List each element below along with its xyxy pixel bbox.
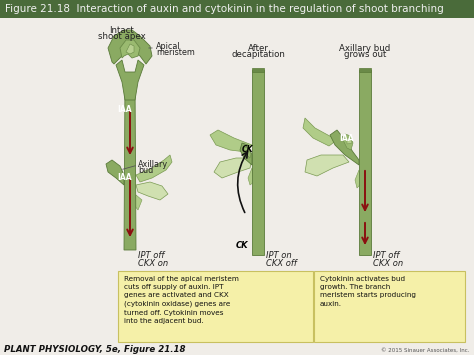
Text: After: After bbox=[247, 44, 268, 53]
Text: IAA: IAA bbox=[117, 105, 132, 114]
Polygon shape bbox=[359, 68, 371, 72]
Polygon shape bbox=[252, 70, 264, 255]
Text: shoot apex: shoot apex bbox=[98, 32, 146, 41]
Polygon shape bbox=[136, 155, 172, 182]
Polygon shape bbox=[330, 130, 359, 165]
Polygon shape bbox=[116, 60, 144, 100]
Text: CK: CK bbox=[236, 241, 249, 250]
Text: Cytokinin activates bud
growth. The branch
meristem starts producing
auxin.: Cytokinin activates bud growth. The bran… bbox=[320, 276, 416, 307]
Text: Intact: Intact bbox=[109, 26, 134, 35]
Text: CKX on: CKX on bbox=[138, 259, 168, 268]
FancyBboxPatch shape bbox=[315, 271, 465, 342]
Text: Figure 21.18  Interaction of auxin and cytokinin in the regulation of shoot bran: Figure 21.18 Interaction of auxin and cy… bbox=[5, 4, 444, 14]
Text: IPT off: IPT off bbox=[373, 251, 400, 260]
Polygon shape bbox=[124, 80, 136, 250]
Polygon shape bbox=[106, 160, 124, 185]
Text: Apical: Apical bbox=[156, 42, 181, 51]
Polygon shape bbox=[244, 147, 251, 158]
Polygon shape bbox=[136, 182, 168, 200]
Polygon shape bbox=[210, 130, 252, 152]
Text: PLANT PHYSIOLOGY, 5e, Figure 21.18: PLANT PHYSIOLOGY, 5e, Figure 21.18 bbox=[4, 345, 185, 354]
Polygon shape bbox=[305, 155, 349, 176]
Text: grows out: grows out bbox=[344, 50, 386, 59]
Polygon shape bbox=[248, 168, 254, 185]
Text: Axillary bud: Axillary bud bbox=[339, 44, 391, 53]
Polygon shape bbox=[126, 44, 134, 54]
Text: Removal of the apical meristem
cuts off supply of auxin. IPT
genes are activated: Removal of the apical meristem cuts off … bbox=[124, 276, 239, 324]
FancyBboxPatch shape bbox=[118, 271, 313, 342]
Bar bbox=[0, 0, 474, 18]
Polygon shape bbox=[303, 118, 337, 146]
Text: IPT off: IPT off bbox=[138, 251, 164, 260]
Polygon shape bbox=[347, 138, 352, 144]
Text: bud: bud bbox=[138, 166, 153, 175]
Polygon shape bbox=[240, 143, 252, 165]
Text: CK: CK bbox=[242, 145, 254, 154]
Text: CKX off: CKX off bbox=[266, 259, 297, 268]
Polygon shape bbox=[214, 158, 252, 178]
Polygon shape bbox=[120, 40, 140, 58]
Text: CKX on: CKX on bbox=[373, 259, 403, 268]
Polygon shape bbox=[134, 195, 142, 210]
Text: meristem: meristem bbox=[156, 48, 195, 57]
Text: decapitation: decapitation bbox=[231, 50, 285, 59]
Text: IPT on: IPT on bbox=[266, 251, 292, 260]
Text: IAA: IAA bbox=[117, 173, 132, 182]
Polygon shape bbox=[355, 170, 361, 188]
Text: IAA: IAA bbox=[339, 134, 354, 143]
Text: Axillary: Axillary bbox=[138, 160, 168, 169]
Polygon shape bbox=[252, 68, 264, 72]
Polygon shape bbox=[343, 134, 353, 150]
Polygon shape bbox=[108, 30, 152, 64]
Text: © 2015 Sinauer Associates, Inc.: © 2015 Sinauer Associates, Inc. bbox=[382, 348, 470, 353]
Polygon shape bbox=[359, 70, 371, 255]
